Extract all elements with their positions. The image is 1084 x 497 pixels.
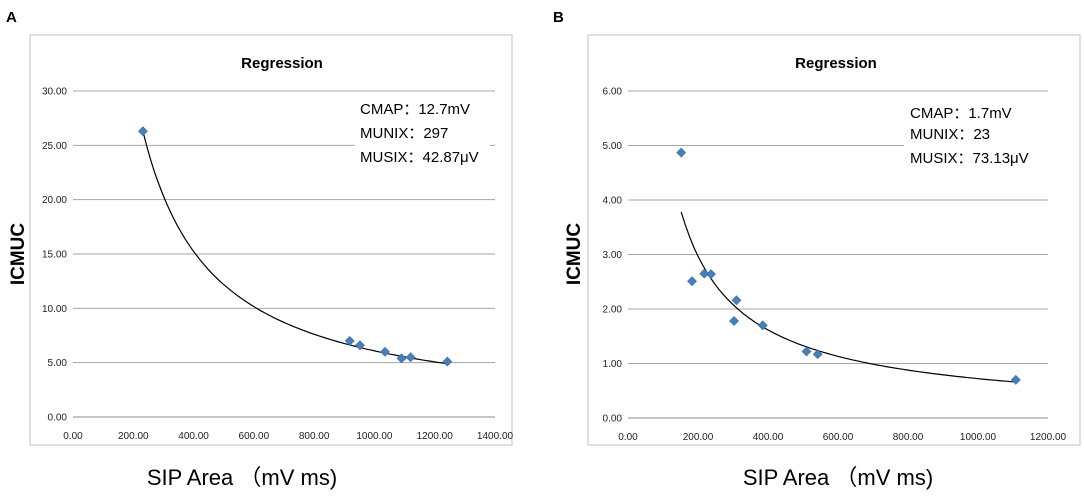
y-tick-label-a: 0.00 [48, 413, 68, 424]
x-tick-label-a: 1200.00 [417, 431, 454, 442]
y-tick-label-b: 4.00 [603, 196, 623, 207]
annotation-munix-a: MUNIX：297 [360, 125, 448, 142]
panel-letter-a: A [6, 9, 17, 26]
y-tick-label-b: 6.00 [603, 87, 623, 98]
trendline-b [680, 211, 1016, 383]
trendline-a [142, 131, 448, 365]
x-tick-label-a: 800.00 [299, 431, 330, 442]
x-tick-label-b: 800.00 [893, 432, 924, 443]
panel-a: A Regression ICMUC SIP Area （mV ms) 0.00… [6, 9, 514, 490]
y-tick-label-a: 20.00 [42, 195, 67, 206]
x-tick-label-a: 1000.00 [356, 431, 393, 442]
data-point-a [396, 353, 407, 364]
annotation-box-a [355, 97, 490, 167]
x-tick-label-a: 600.00 [239, 431, 270, 442]
data-point-a [355, 340, 365, 351]
y-tick-label-b: 5.00 [603, 141, 623, 152]
y-tick-label-a: 5.00 [48, 358, 68, 369]
chart-area-a [29, 34, 513, 446]
y-axis-label-b: ICMUC [564, 223, 585, 286]
x-axis-label-b: SIP Area （mV ms) [743, 465, 933, 490]
data-points-a [138, 126, 453, 367]
x-ticks-a: 0.00 200.00 400.00 600.00 800.00 1000.00 1200.… [63, 431, 513, 442]
data-point-b [812, 349, 823, 360]
y-tick-label-b: 2.00 [603, 305, 623, 316]
y-tick-label-a: 10.00 [42, 304, 67, 315]
x-tick-label-a: 200.00 [118, 431, 149, 442]
data-point-b [676, 147, 687, 158]
data-point-b [699, 268, 710, 279]
data-point-a [344, 336, 355, 346]
gridlines-b [628, 90, 1048, 419]
y-tick-label-a: 25.00 [42, 141, 67, 152]
annotation-musix-b: MUSIX：73.13μV [910, 150, 1029, 167]
chart-title-b: Regression [795, 55, 877, 72]
data-points-b [676, 147, 1021, 385]
annotation-cmap-b: CMAP：1.7mV [910, 105, 1012, 122]
data-point-b [687, 276, 697, 287]
data-point-a [380, 346, 390, 357]
y-tick-label-b: 0.00 [603, 414, 623, 425]
x-tick-label-b: 1000.00 [960, 432, 997, 443]
y-tick-label-b: 3.00 [603, 250, 623, 261]
data-point-a [138, 126, 148, 137]
data-point-a [405, 352, 416, 363]
y-ticks-b: 0.00 1.00 2.00 3.00 4.00 5.00 6.00 [603, 87, 623, 425]
x-tick-label-a: 400.00 [178, 431, 209, 442]
y-ticks-a: 0.00 5.00 10.00 15.00 20.00 25.00 30.00 [42, 87, 67, 424]
x-tick-label-b: 600.00 [823, 432, 854, 443]
x-tick-label-b: 1200.00 [1030, 432, 1067, 443]
y-tick-label-a: 30.00 [42, 87, 67, 98]
x-tick-label-b: 200.00 [683, 432, 714, 443]
chart-area-b [587, 34, 1081, 446]
x-tick-label-b: 0.00 [618, 432, 638, 443]
annotation-box-b [904, 97, 1054, 167]
gridlines-a [73, 90, 495, 418]
y-axis-label-a: ICMUC [8, 223, 29, 286]
x-tick-label-a: 0.00 [63, 431, 83, 442]
x-tick-label-a: 1400.00 [477, 431, 514, 442]
data-point-a [442, 356, 453, 367]
y-tick-label-b: 1.00 [603, 359, 623, 370]
x-tick-label-b: 400.00 [753, 432, 784, 443]
data-point-b [731, 295, 742, 306]
annotation-cmap-a: CMAP：12.7mV [360, 101, 470, 118]
data-point-b [706, 269, 716, 280]
y-tick-label-a: 15.00 [42, 250, 67, 261]
annotation-musix-a: MUSIX：42.87μV [360, 149, 479, 166]
annotation-munix-b: MUNIX：23 [910, 126, 990, 143]
panel-letter-b: B [553, 9, 564, 26]
data-point-b [757, 320, 768, 331]
data-point-b [729, 316, 739, 326]
data-point-b [1010, 374, 1021, 385]
chart-title-a: Regression [241, 55, 323, 72]
x-axis-label-a: SIP Area （mV ms) [147, 465, 337, 490]
data-point-b [801, 346, 812, 357]
panel-b: B Regression ICMUC SIP Area （mV ms) 0.00… [553, 9, 1081, 490]
x-ticks-b: 0.00 200.00 400.00 600.00 800.00 1000.00 1200.… [618, 432, 1066, 443]
